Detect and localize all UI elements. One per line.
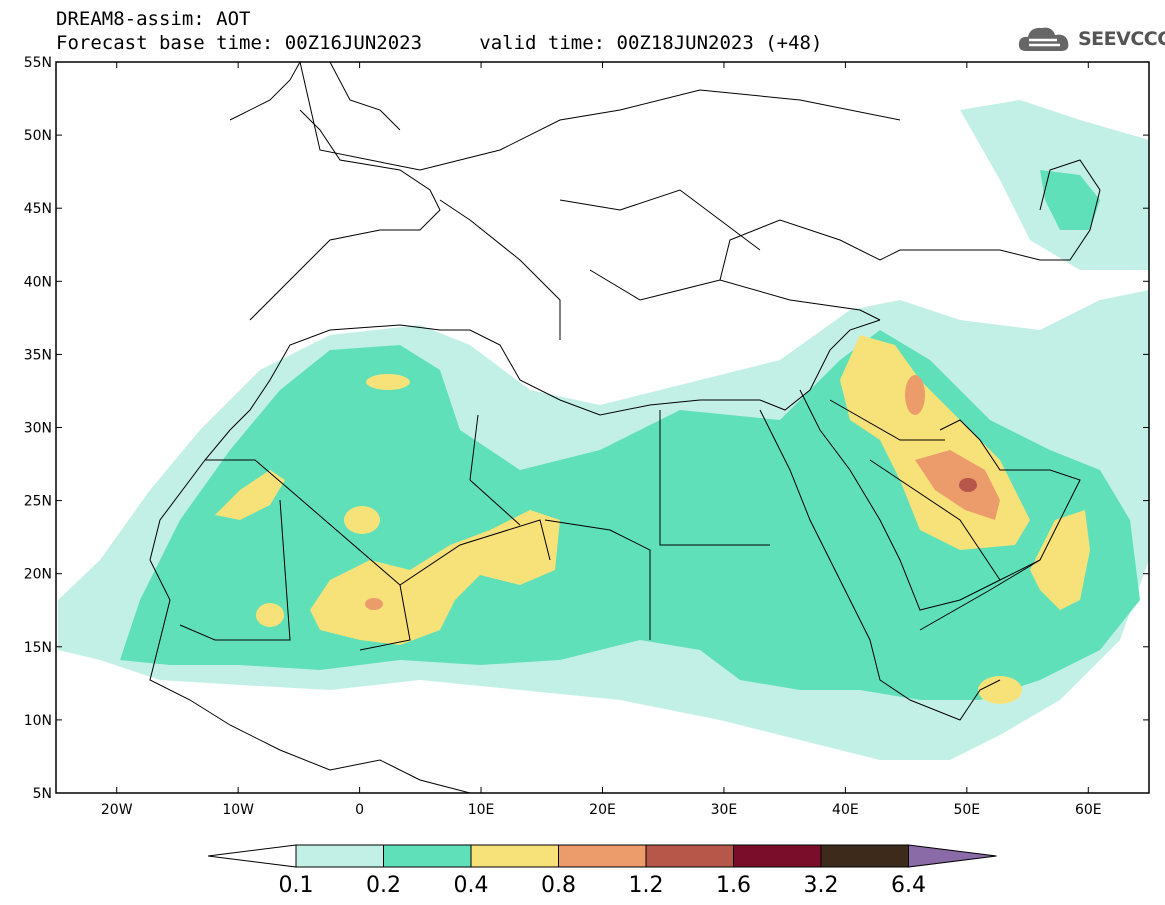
aot-field-0.4-mauritania <box>215 470 285 520</box>
latitude-labels: 55N 50N 45N 40N 35N 30N 25N 20N 15N 10N 5N <box>24 55 52 802</box>
lon-label: 50E <box>953 802 980 818</box>
aot-field-0.8-niger <box>365 598 383 610</box>
lat-label: 45N <box>24 201 52 217</box>
aot-field-1.2-qatar <box>959 478 977 492</box>
lat-label: 10N <box>24 713 52 729</box>
lat-label: 35N <box>24 347 52 363</box>
colorbar-label: 0.1 <box>279 873 314 898</box>
axis-ticks <box>56 61 1149 794</box>
colorbar-label: 1.6 <box>716 873 751 898</box>
lat-label: 30N <box>24 421 52 437</box>
colorbar-segment <box>295 844 384 868</box>
lon-label: 0 <box>355 802 364 818</box>
lon-label: 60E <box>1075 802 1102 818</box>
colorbar-label: 0.8 <box>541 873 576 898</box>
coastlines <box>149 62 1101 793</box>
aot-field-0.8-arabia <box>915 450 1000 520</box>
aot-field-0.4-algeria <box>344 506 380 534</box>
lat-label: 20N <box>24 567 52 583</box>
valid-time: valid time: 00Z18JUN2023 (+48) <box>479 32 823 54</box>
base-time: Forecast base time: 00Z16JUN2023 <box>56 32 423 54</box>
colorbar-segment <box>645 844 734 868</box>
seevccc-logo: SEEVCCC <box>1016 22 1165 56</box>
longitude-labels: 20W 10W 0 10E 20E 30E 40E 50E 60E <box>101 802 1102 818</box>
lat-label: 50N <box>24 128 52 144</box>
aot-field-0.4-mali <box>256 603 284 627</box>
colorbar-label: 0.4 <box>454 873 489 898</box>
borders <box>179 62 1041 651</box>
colorbar-label: 6.4 <box>891 873 926 898</box>
aot-field-0.4-somalia <box>978 676 1022 704</box>
lon-label: 10E <box>468 802 495 818</box>
colorbar-over-arrow <box>908 844 997 868</box>
aot-field-0.2-caspian <box>1040 170 1100 230</box>
lon-label: 30E <box>711 802 738 818</box>
colorbar-labels: 0.1 0.2 0.4 0.8 1.2 1.6 3.2 6.4 <box>279 873 927 898</box>
lat-label: 5N <box>33 786 52 802</box>
colorbar-label: 1.2 <box>629 873 664 898</box>
colorbar-segment <box>470 844 559 868</box>
lat-label: 40N <box>24 274 52 290</box>
logo-text: SEEVCCC <box>1078 28 1165 50</box>
cloud-icon <box>1018 27 1069 51</box>
time-info: Forecast base time: 00Z16JUN2023 valid t… <box>56 32 822 54</box>
lat-label: 15N <box>24 640 52 656</box>
colorbar-segment <box>383 844 472 868</box>
aot-shading <box>58 100 1149 760</box>
lon-label: 10W <box>222 802 254 818</box>
aot-field-0.4-oman <box>1030 510 1090 610</box>
colorbar-segment <box>558 844 647 868</box>
lat-label: 55N <box>24 55 52 71</box>
lon-label: 20E <box>589 802 616 818</box>
lon-label: 20W <box>101 802 133 818</box>
lat-label: 25N <box>24 494 52 510</box>
lon-label: 40E <box>832 802 859 818</box>
aot-field-0.4-libya <box>366 374 410 390</box>
colorbar <box>207 844 997 868</box>
colorbar-label: 3.2 <box>804 873 839 898</box>
colorbar-segment <box>820 844 909 868</box>
aot-field-0.4-sahel <box>310 510 560 645</box>
colorbar-segment <box>733 844 822 868</box>
map-title: DREAM8-assim: AOT <box>56 8 251 30</box>
colorbar-label: 0.2 <box>366 873 401 898</box>
colorbar-under-arrow <box>207 844 297 868</box>
aot-field-0.8-iraq <box>905 375 925 415</box>
